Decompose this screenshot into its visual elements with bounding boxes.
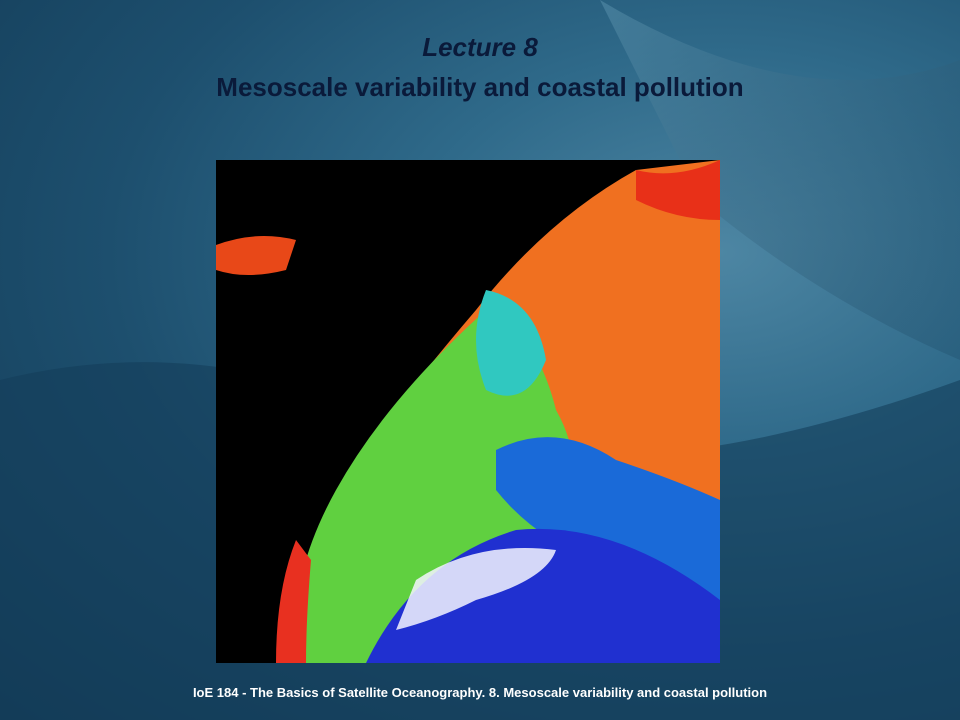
satellite-image [216, 160, 720, 663]
water-cyan [476, 290, 546, 396]
water-red [276, 540, 311, 663]
water-red [216, 236, 296, 275]
slide-title: Lecture 8 [422, 32, 538, 62]
wave-shape [600, 0, 960, 360]
slide-subtitle: Mesoscale variability and coastal pollut… [216, 72, 744, 102]
cloud [396, 548, 556, 630]
slide-footer: IoE 184 - The Basics of Satellite Oceano… [192, 685, 768, 700]
water-red [636, 160, 720, 220]
